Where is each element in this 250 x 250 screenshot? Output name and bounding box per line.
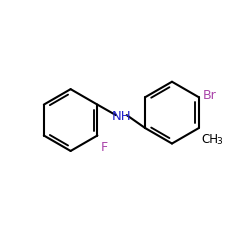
Text: NH: NH (112, 110, 131, 123)
Text: Br: Br (202, 90, 216, 102)
Text: F: F (100, 141, 108, 154)
Text: 3: 3 (216, 137, 222, 146)
Text: CH: CH (202, 132, 219, 145)
